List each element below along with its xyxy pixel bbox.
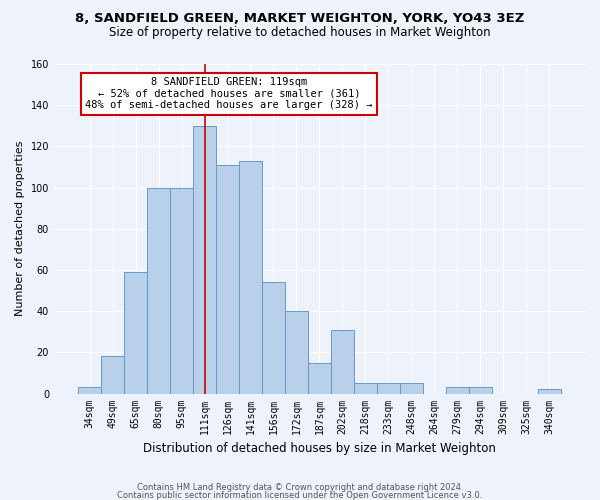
Bar <box>446 388 469 394</box>
Bar <box>285 311 308 394</box>
Bar <box>170 188 193 394</box>
Bar <box>308 362 331 394</box>
Bar <box>101 356 124 394</box>
Bar <box>147 188 170 394</box>
Bar <box>377 384 400 394</box>
Bar <box>124 272 147 394</box>
Text: Contains HM Land Registry data © Crown copyright and database right 2024.: Contains HM Land Registry data © Crown c… <box>137 483 463 492</box>
Bar <box>400 384 423 394</box>
Bar <box>193 126 216 394</box>
Text: 8, SANDFIELD GREEN, MARKET WEIGHTON, YORK, YO43 3EZ: 8, SANDFIELD GREEN, MARKET WEIGHTON, YOR… <box>76 12 524 26</box>
Bar <box>354 384 377 394</box>
Bar <box>216 165 239 394</box>
Bar <box>538 390 561 394</box>
Bar <box>469 388 492 394</box>
Bar <box>78 388 101 394</box>
Bar <box>239 161 262 394</box>
Text: Contains public sector information licensed under the Open Government Licence v3: Contains public sector information licen… <box>118 492 482 500</box>
X-axis label: Distribution of detached houses by size in Market Weighton: Distribution of detached houses by size … <box>143 442 496 455</box>
Y-axis label: Number of detached properties: Number of detached properties <box>15 141 25 316</box>
Bar <box>331 330 354 394</box>
Bar <box>262 282 285 394</box>
Text: 8 SANDFIELD GREEN: 119sqm
← 52% of detached houses are smaller (361)
48% of semi: 8 SANDFIELD GREEN: 119sqm ← 52% of detac… <box>85 77 373 110</box>
Text: Size of property relative to detached houses in Market Weighton: Size of property relative to detached ho… <box>109 26 491 39</box>
